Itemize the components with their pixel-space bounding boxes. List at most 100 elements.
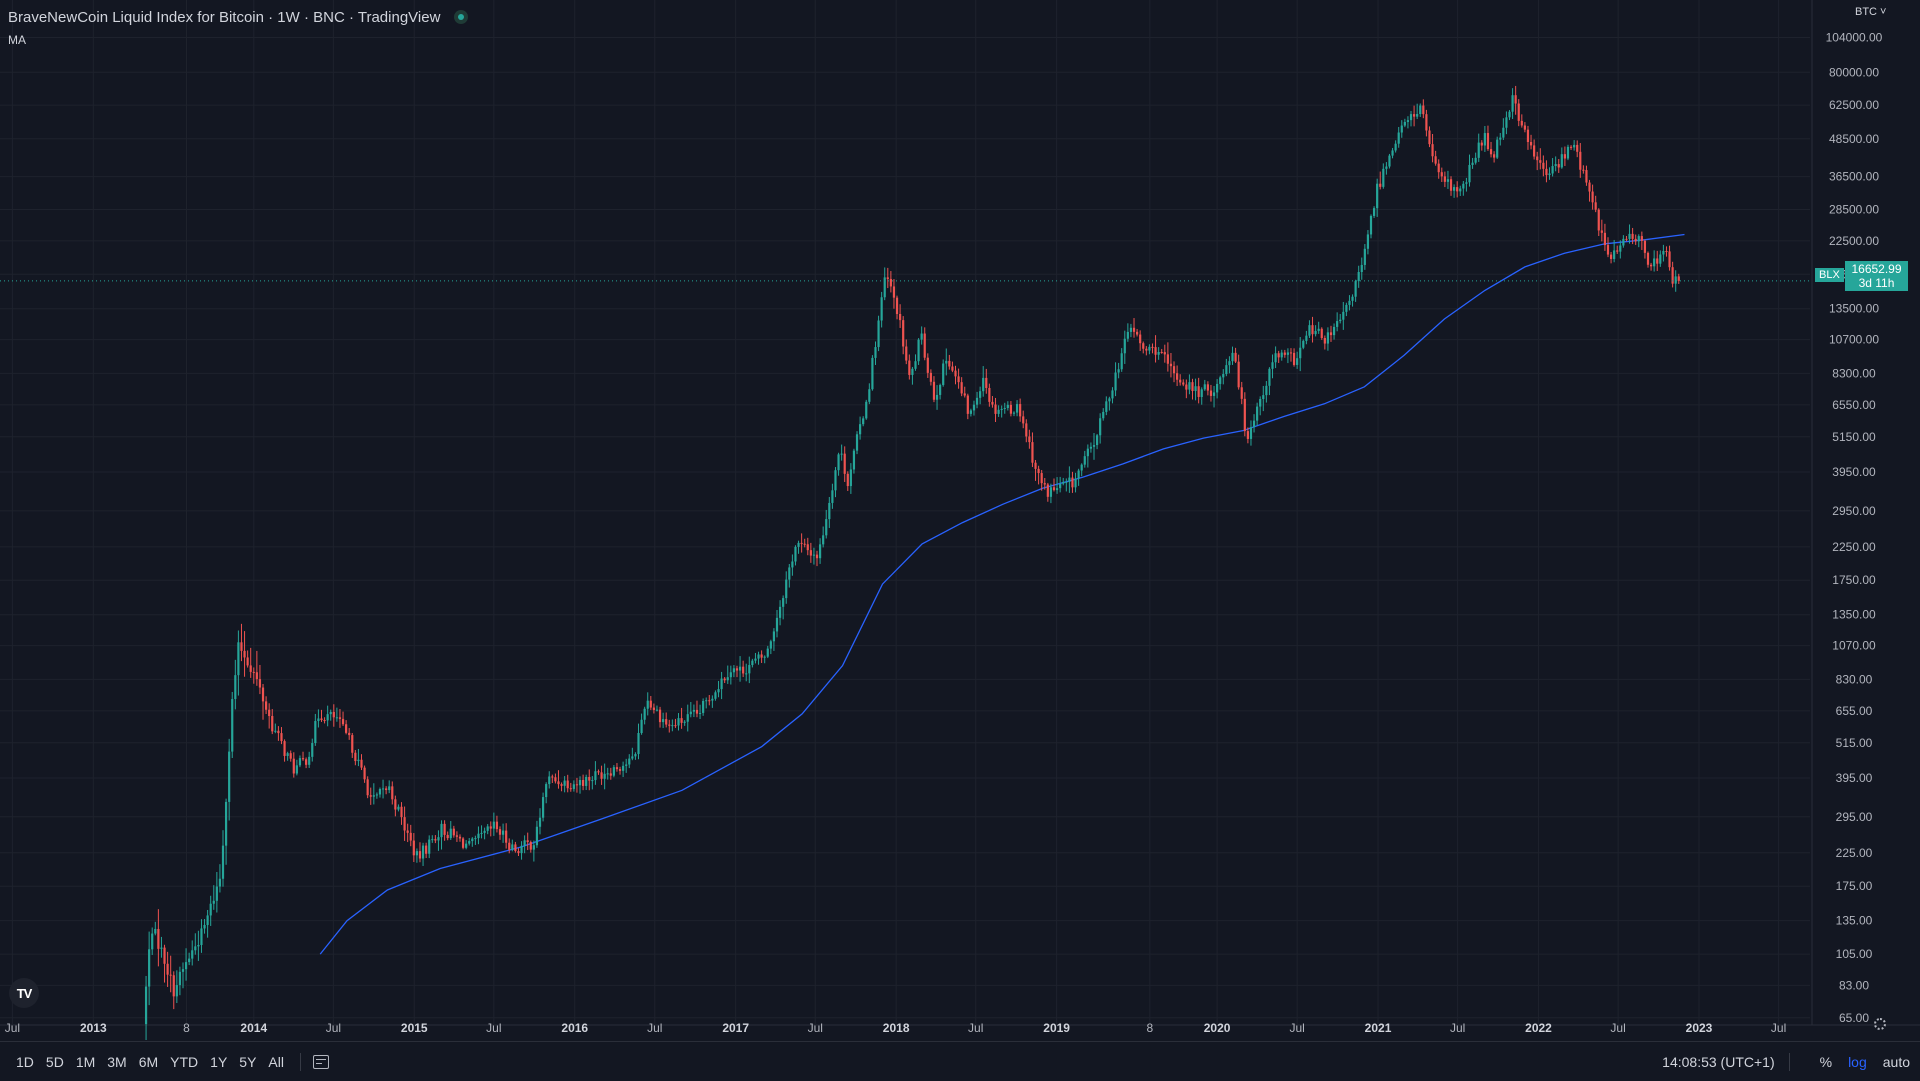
candle	[1043, 478, 1046, 490]
candle	[932, 376, 936, 403]
chart-title: BraveNewCoin Liquid Index for Bitcoin · …	[8, 8, 441, 26]
tradingview-logo-icon[interactable]: TV	[9, 978, 39, 1008]
indicator-label[interactable]: MA	[8, 33, 26, 47]
candle	[1548, 167, 1551, 180]
candle-body	[1339, 319, 1342, 322]
candle-body	[1289, 352, 1293, 354]
x-tick-label: Jul	[326, 1021, 341, 1035]
market-status-icon[interactable]	[454, 10, 469, 24]
range-button-ytd[interactable]: YTD	[170, 1053, 199, 1070]
candle	[1009, 401, 1013, 417]
candle	[1311, 316, 1314, 343]
candle-body	[221, 845, 225, 879]
candle-body	[1034, 462, 1037, 469]
candle	[1376, 178, 1379, 217]
price-chart[interactable]: 104000.00 80000.00 62500.00 48500.00 36500.0…	[0, 0, 1920, 1040]
candle-body	[966, 395, 969, 414]
candle-body	[782, 598, 785, 607]
candle-body	[148, 949, 151, 987]
candle-body	[144, 986, 148, 1025]
candle	[929, 369, 932, 386]
candle	[683, 720, 686, 726]
candle	[1446, 170, 1450, 189]
range-button-3m[interactable]: 3M	[107, 1053, 127, 1070]
candle-body	[292, 758, 295, 774]
auto-scale-toggle[interactable]: auto	[1882, 1053, 1910, 1070]
candle-body	[526, 840, 529, 843]
bottom-toolbar: 1D 5D 1M 3M 6M YTD 1Y 5Y All 14:08:53 (U…	[0, 1041, 1920, 1081]
candle-body	[458, 836, 462, 839]
candle	[477, 826, 480, 845]
settings-gear-icon[interactable]	[1874, 1018, 1886, 1030]
candle	[1662, 244, 1665, 262]
candle	[594, 761, 597, 785]
candle	[255, 650, 258, 686]
candle	[157, 909, 160, 967]
candle-body	[1366, 234, 1370, 249]
candle-body	[788, 567, 791, 580]
candle-body	[1046, 484, 1049, 497]
time-axis[interactable]: Jul 2013 8 2014 Jul 2015 Jul 2016 Jul 2017 Jul 2018…	[5, 1021, 1787, 1035]
candle	[877, 315, 880, 352]
currency-selector[interactable]: BTC ˅	[1855, 6, 1887, 18]
candle-body	[520, 845, 523, 854]
candle-body	[252, 671, 255, 673]
candle	[1533, 139, 1536, 160]
date-range-calendar-icon[interactable]	[312, 1054, 329, 1069]
range-button-1m[interactable]: 1M	[75, 1053, 96, 1070]
candle	[1566, 144, 1570, 161]
log-scale-toggle[interactable]: log	[1848, 1053, 1867, 1070]
candle	[1616, 245, 1619, 254]
candle	[1139, 330, 1142, 351]
candle-body	[1065, 481, 1068, 483]
percent-scale-toggle[interactable]: %	[1819, 1053, 1833, 1070]
candle-body	[1459, 188, 1462, 192]
candle-body	[1649, 264, 1653, 267]
candle-body	[1068, 477, 1071, 482]
candle	[1240, 381, 1243, 405]
candle	[206, 909, 209, 938]
candle	[622, 761, 625, 778]
candle	[1320, 327, 1323, 340]
candle-body	[1489, 149, 1493, 155]
candle-body	[923, 333, 926, 358]
candle-body	[1613, 250, 1616, 259]
candle	[200, 919, 203, 953]
candle-body	[1453, 187, 1456, 191]
candle	[434, 835, 437, 844]
candle-body	[271, 716, 274, 732]
y-tick-label: 65.00	[1839, 1011, 1869, 1025]
candle-body	[523, 840, 526, 846]
range-button-6m[interactable]: 6M	[138, 1053, 159, 1070]
candle-body	[606, 773, 609, 775]
candle-body	[425, 845, 428, 854]
candle-body	[791, 561, 794, 568]
candle	[1219, 375, 1222, 390]
range-button-all[interactable]: All	[268, 1053, 284, 1070]
range-button-1y[interactable]: 1Y	[210, 1053, 228, 1070]
range-button-1d[interactable]: 1D	[16, 1053, 34, 1070]
candle-body	[1209, 390, 1213, 396]
candle	[1203, 379, 1206, 391]
candle	[889, 271, 892, 293]
clock-display[interactable]: 14:08:53 (UTC+1)	[1662, 1053, 1775, 1070]
candle-body	[1252, 420, 1256, 428]
candle-body	[320, 718, 323, 721]
candle-body	[449, 828, 452, 839]
price-axis[interactable]: 104000.00 80000.00 62500.00 48500.00 36500.0…	[1826, 30, 1883, 1024]
range-button-5d[interactable]: 5D	[45, 1053, 64, 1070]
candle-body	[1225, 365, 1228, 375]
candle-body	[1382, 168, 1385, 187]
candle-body	[754, 658, 757, 661]
candle	[985, 368, 988, 394]
candle-body	[1194, 386, 1197, 392]
candle-body	[951, 366, 954, 371]
candle-body	[1216, 383, 1219, 393]
y-tick-label: 830.00	[1836, 672, 1873, 686]
candle	[640, 713, 643, 735]
candle-body	[1434, 156, 1437, 164]
candle-body	[1336, 321, 1339, 327]
x-tick-label: 8	[183, 1021, 190, 1035]
candle-body	[609, 773, 612, 776]
range-button-5y[interactable]: 5Y	[239, 1053, 257, 1070]
